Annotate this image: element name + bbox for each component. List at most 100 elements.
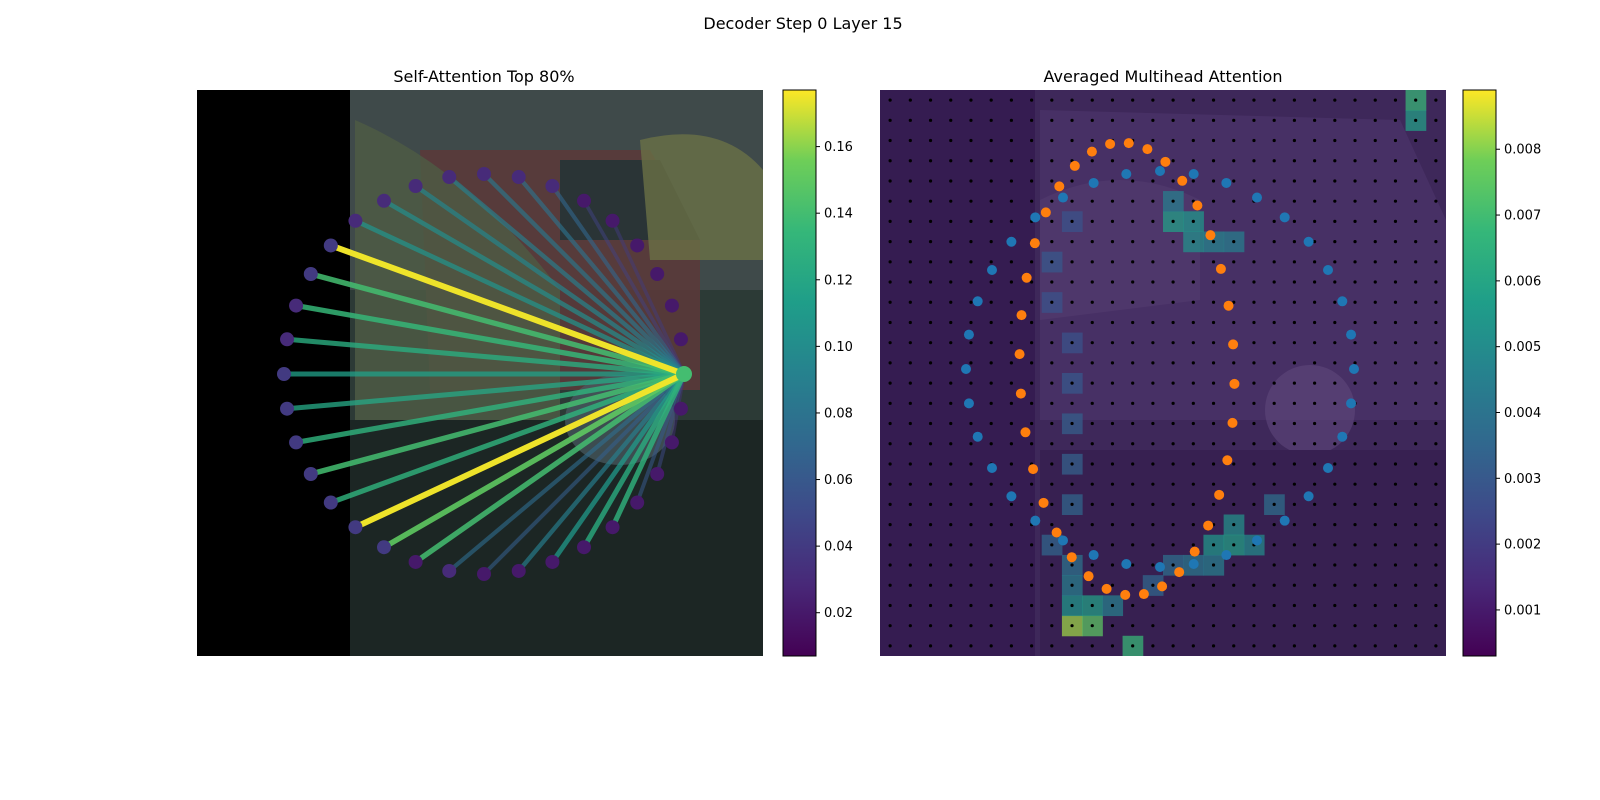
grid-dot — [1131, 543, 1135, 547]
grid-dot — [1252, 159, 1256, 163]
attention-node — [650, 267, 665, 281]
grid-dot — [1434, 603, 1438, 608]
grid-dot — [949, 523, 953, 527]
grid-dot — [888, 624, 892, 628]
grid-dot — [1211, 300, 1216, 304]
grid-dot — [888, 563, 892, 567]
grid-dot — [888, 219, 892, 223]
grid-dot — [1030, 118, 1034, 122]
grid-dot — [1393, 341, 1398, 345]
attention-edge — [447, 372, 686, 573]
grid-dot — [1313, 179, 1317, 183]
grid-dot — [1009, 603, 1013, 608]
grid-dot — [1393, 401, 1398, 405]
grid-dot — [1110, 260, 1115, 264]
grid-dot — [1414, 603, 1418, 608]
grid-dot — [1373, 118, 1377, 122]
grid-dot — [1131, 240, 1135, 244]
grid-dot — [1090, 502, 1094, 506]
grid-dot — [1211, 98, 1216, 102]
attention-edge — [354, 218, 685, 377]
grid-dot — [1030, 280, 1034, 284]
grid-dot — [888, 240, 892, 244]
grid-dot — [969, 381, 973, 385]
grid-dot — [1373, 98, 1377, 102]
grid-dot — [1110, 482, 1115, 486]
grid-dot — [1171, 179, 1175, 183]
grid-dot — [928, 644, 933, 648]
grid-dot — [1313, 644, 1317, 648]
grid-dot — [908, 401, 912, 405]
grid-dot — [949, 442, 953, 446]
grid-dot — [1373, 300, 1377, 304]
grid-dot — [949, 199, 953, 203]
grid-dot — [1434, 98, 1438, 102]
grid-dot — [1050, 523, 1054, 527]
grid-dot — [1353, 341, 1357, 345]
grid-dot — [1009, 219, 1013, 223]
grid-dot — [1110, 280, 1115, 284]
grid-dot — [1373, 442, 1377, 446]
attention-edge — [329, 371, 685, 505]
grid-dot — [1414, 341, 1418, 345]
grid-dot — [1252, 138, 1256, 143]
grid-dot — [1272, 320, 1276, 325]
grid-dot — [908, 280, 912, 284]
grid-dot — [989, 179, 993, 183]
grid-dot — [1272, 381, 1276, 385]
grid-dot — [1070, 219, 1074, 223]
grid-dot — [1171, 341, 1175, 345]
grid-dot — [1171, 320, 1175, 325]
grid-dot — [1110, 381, 1115, 385]
grid-dot — [1050, 442, 1054, 446]
grid-dot — [1292, 138, 1296, 143]
grid-dot — [1434, 381, 1438, 385]
grid-dot — [1232, 543, 1236, 547]
grid-dot — [1232, 523, 1236, 527]
attention-edge — [286, 336, 685, 377]
grid-dot — [928, 421, 933, 426]
grid-dot — [1050, 118, 1054, 122]
blue-keypoint — [1279, 515, 1290, 526]
orange-keypoint — [1177, 175, 1188, 186]
grid-dot — [1292, 98, 1296, 102]
grid-dot — [969, 543, 973, 547]
grid-dot — [1070, 240, 1074, 244]
grid-dot — [1151, 401, 1155, 405]
attention-node — [303, 467, 318, 481]
grid-dot — [989, 644, 993, 648]
grid-dot — [1110, 421, 1115, 426]
grid-dot — [1211, 583, 1216, 587]
grid-dot — [1090, 421, 1094, 426]
grid-dot — [1353, 320, 1357, 325]
grid-dot — [969, 260, 973, 264]
grid-dot — [888, 583, 892, 587]
grid-dot — [1353, 421, 1357, 426]
grid-dot — [1252, 462, 1256, 466]
grid-dot — [888, 98, 892, 102]
grid-dot — [1171, 421, 1175, 426]
grid-dot — [1070, 421, 1074, 426]
grid-dot — [1191, 523, 1195, 527]
grid-dot — [1030, 159, 1034, 163]
grid-dot — [1232, 462, 1236, 466]
grid-dot — [1373, 320, 1377, 325]
grid-dot — [1050, 138, 1054, 143]
grid-dot — [928, 502, 933, 506]
grid-dot — [1434, 240, 1438, 244]
grid-dot — [969, 583, 973, 587]
grid-dot — [1434, 583, 1438, 587]
grid-dot — [888, 543, 892, 547]
grid-dot — [1211, 624, 1216, 628]
grid-dot — [969, 482, 973, 486]
grid-dot — [1090, 644, 1094, 648]
grid-dot — [1070, 280, 1074, 284]
grid-dot — [1151, 624, 1155, 628]
orange-keypoint — [1120, 589, 1131, 600]
grid-dot — [949, 179, 953, 183]
grid-dot — [1414, 624, 1418, 628]
grid-dot — [1050, 199, 1054, 203]
grid-dot — [1110, 159, 1115, 163]
grid-dot — [1333, 624, 1337, 628]
